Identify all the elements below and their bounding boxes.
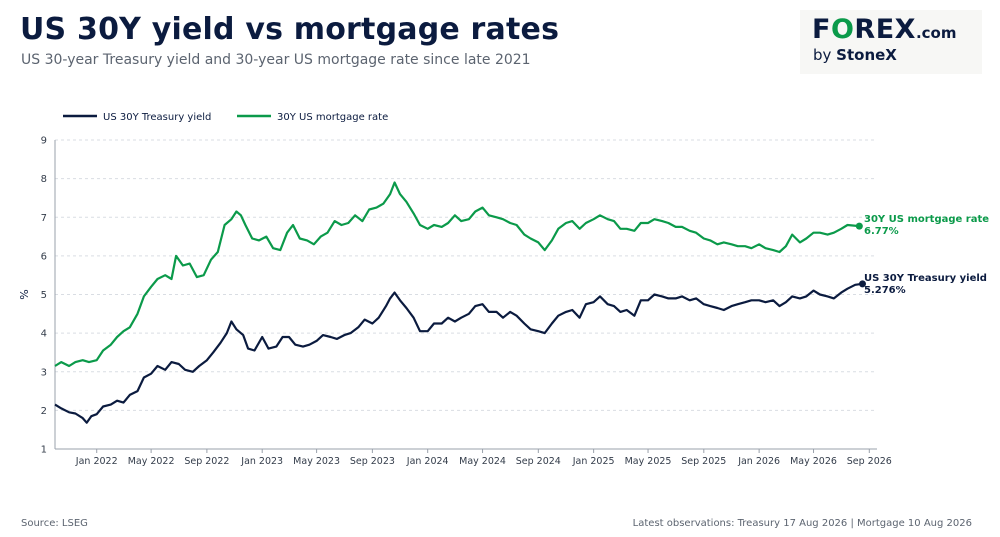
chart-subtitle: US 30-year Treasury yield and 30-year US… — [21, 52, 531, 68]
treasury-end-marker — [858, 280, 866, 288]
grid-lines — [55, 139, 877, 411]
x-tick-label: May 2025 — [625, 456, 672, 467]
mortgage-end-marker — [855, 222, 863, 230]
mortgage-end-value: 6.77% — [864, 226, 899, 237]
x-tick-label: Jan 2026 — [737, 456, 780, 467]
series-lines — [54, 181, 866, 424]
mortgage-end-label: 30Y US mortgage rate — [864, 214, 989, 225]
x-tick-label: May 2022 — [128, 456, 175, 467]
logo-byline: by StoneX — [813, 46, 897, 64]
logo-wordmark: FOREX.com — [812, 14, 957, 45]
x-tick-label: May 2023 — [293, 456, 340, 467]
source-note: Source: LSEG — [21, 518, 88, 529]
y-axis-label: % — [18, 289, 31, 299]
treasury-end-value: 5.276% — [864, 285, 906, 296]
x-tick-label: Jan 2025 — [572, 456, 615, 467]
x-tick-label: Sep 2026 — [847, 456, 892, 467]
x-tick-label: May 2024 — [459, 456, 506, 467]
y-tick-label: 6 — [41, 251, 47, 262]
y-tick-label: 4 — [41, 329, 47, 340]
forex-logo: FOREX.com by StoneX — [800, 10, 982, 74]
x-tick-label: Jan 2023 — [240, 456, 283, 467]
latest-observations-note: Latest observations: Treasury 17 Aug 202… — [632, 518, 972, 529]
x-tick-label: May 2026 — [790, 456, 837, 467]
x-tick-label: Jan 2022 — [75, 456, 118, 467]
y-tick-label: 2 — [41, 406, 47, 417]
y-tick-label: 5 — [41, 290, 47, 301]
y-tick-label: 7 — [41, 213, 47, 224]
treasury-end-label: US 30Y Treasury yield — [864, 273, 987, 284]
x-tick-label: Sep 2024 — [516, 456, 561, 467]
x-tick-label: Sep 2023 — [350, 456, 395, 467]
x-tick-label: Sep 2025 — [681, 456, 726, 467]
axes: 1 2 3 4 5 6 7 8 9% Jan 2022 May 2022 Sep 2022 Jan 20… — [18, 136, 892, 468]
legend: US 30Y Treasury yield 30Y US mortgage rat… — [63, 112, 388, 123]
y-tick-label: 9 — [41, 136, 47, 147]
mortgage-yield-line — [54, 181, 860, 368]
chart-title: US 30Y yield vs mortgage rates — [20, 12, 560, 47]
legend-label-treasury: US 30Y Treasury yield — [103, 112, 211, 123]
y-tick-label: 1 — [41, 445, 47, 456]
x-tick-label: Jan 2024 — [406, 456, 449, 467]
y-tick-label: 8 — [41, 174, 47, 185]
legend-label-mortgage: 30Y US mortgage rate — [277, 112, 388, 123]
y-tick-label: 3 — [41, 367, 47, 378]
x-tick-label: Sep 2022 — [184, 456, 229, 467]
treasury-yield-line — [54, 282, 863, 424]
